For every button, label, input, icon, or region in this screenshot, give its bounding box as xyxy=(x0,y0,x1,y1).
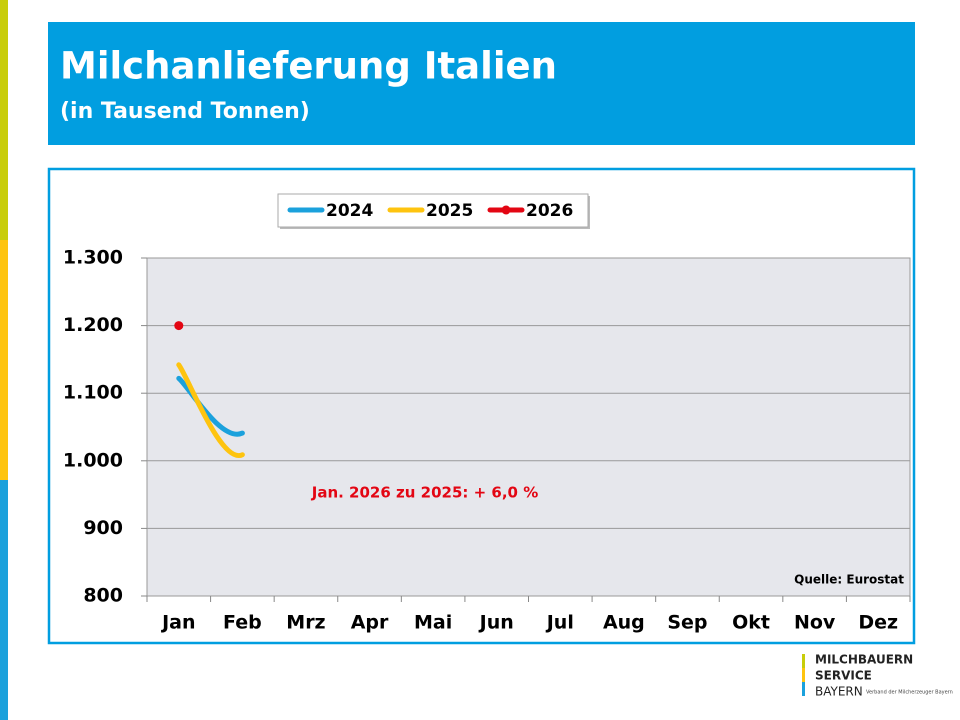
x-tick-label: Sep xyxy=(667,612,707,634)
logo-bar xyxy=(802,654,805,668)
logo-bar xyxy=(802,668,805,682)
y-tick-label: 1.000 xyxy=(63,449,123,471)
logo-tagline: Verband der Milcherzeuger Bayern xyxy=(866,690,953,696)
x-tick-label: Jun xyxy=(478,612,514,634)
y-tick-label: 1.200 xyxy=(63,314,123,336)
x-tick-label: Jul xyxy=(545,612,574,634)
x-tick-label: Feb xyxy=(223,612,262,634)
x-tick-label: Dez xyxy=(858,612,898,634)
series-line xyxy=(176,362,245,458)
series-line xyxy=(176,375,245,437)
data-point xyxy=(174,321,184,331)
legend-label: 2025 xyxy=(426,201,473,221)
x-tick-label: Jan xyxy=(160,612,195,634)
legend-label: 2024 xyxy=(326,201,373,221)
y-tick-label: 1.100 xyxy=(63,382,123,404)
title: Milchanlieferung Italien xyxy=(60,45,557,88)
legend-marker xyxy=(501,205,511,215)
side-bar xyxy=(0,0,8,240)
y-tick-label: 900 xyxy=(83,517,123,539)
subtitle: (in Tausend Tonnen) xyxy=(60,99,310,124)
logo-text: BAYERN xyxy=(815,685,863,699)
x-tick-label: Apr xyxy=(351,612,389,634)
legend-box xyxy=(277,193,589,228)
x-tick-label: Mai xyxy=(414,612,452,634)
x-tick-label: Mrz xyxy=(286,612,325,634)
source: Quelle: Eurostat xyxy=(794,573,904,587)
header-box xyxy=(48,22,915,145)
chart: 800 900 1.000 1.100 1.200 1.300 Jan Feb Mrz Apr Ma… xyxy=(63,193,911,634)
x-tick-label: Okt xyxy=(732,612,770,634)
legend-label: 2026 xyxy=(526,201,573,221)
y-tick-label: 1.300 xyxy=(63,247,123,269)
logo-text: MILCHBAUERN xyxy=(815,653,913,667)
annotation: Jan. 2026 zu 2025: + 6,0 % xyxy=(311,484,539,502)
logo-bar xyxy=(802,682,805,696)
side-bar xyxy=(0,480,8,720)
side-bar xyxy=(0,240,8,480)
x-tick-label: Nov xyxy=(794,612,836,634)
y-tick-label: 800 xyxy=(83,585,123,607)
plot-area xyxy=(146,257,911,597)
x-tick-label: Aug xyxy=(603,612,645,634)
logo-text: SERVICE xyxy=(815,669,872,683)
